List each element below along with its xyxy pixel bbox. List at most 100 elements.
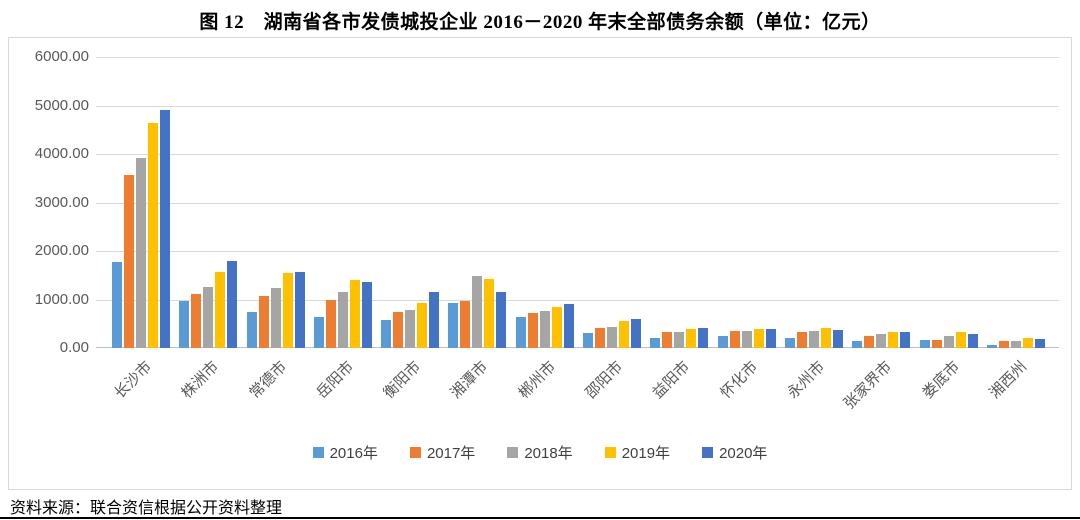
bar-株洲市-2019年: [215, 272, 226, 348]
legend-label: 2018年: [524, 445, 573, 462]
x-tick-label: 岳阳市: [313, 358, 358, 402]
bar-常德市-2017年: [258, 296, 269, 348]
legend-label: 2019年: [621, 445, 671, 462]
bar-湘潭市-2017年: [460, 300, 471, 348]
bar-衡阳市-2017年: [393, 311, 404, 348]
x-tick-label: 邵阳市: [582, 358, 627, 402]
bar-group-郴州市: 郴州市: [515, 57, 574, 402]
gridline-6000.00: [96, 57, 1059, 58]
y-tick-label: 5000.00: [34, 97, 89, 114]
y-tick-label: 3000.00: [34, 194, 89, 211]
bar-group-常德市: 常德市: [246, 57, 305, 402]
bar-岳阳市-2018年: [337, 291, 348, 348]
legend-item-2019年: 2019年: [604, 442, 671, 463]
gridline-3000.00: [96, 203, 1059, 204]
bar-益阳市-2019年: [686, 328, 697, 348]
bar-怀化市-2018年: [741, 331, 752, 348]
bar-group-岳阳市: 岳阳市: [313, 57, 372, 402]
legend-item-2017年: 2017年: [409, 442, 476, 463]
y-tick-label: 2000.00: [34, 242, 89, 259]
bar-湘西州-2018年: [1010, 341, 1021, 348]
x-tick-label: 长沙市: [111, 358, 156, 402]
bar-groups: 长沙市 株洲市 常德市 岳阳市 衡阳市 湘潭市 郴州市 邵阳市 益阳市 怀化市 永州市 张家界市 娄底市…: [96, 57, 1059, 413]
bar-永州市-2018年: [808, 331, 819, 348]
bar-衡阳市-2020年: [429, 291, 440, 348]
bar-邵阳市-2016年: [583, 333, 594, 348]
bar-永州市-2016年: [784, 337, 795, 348]
legend-label: 2017年: [426, 445, 476, 462]
bar-益阳市-2020年: [698, 327, 709, 348]
bar-株洲市-2017年: [191, 294, 202, 348]
bar-长沙市-2017年: [124, 175, 134, 348]
bar-怀化市-2017年: [729, 330, 740, 348]
legend-item-2020年: 2020年: [702, 442, 767, 463]
legend-swatch-icon: [409, 447, 421, 458]
bar-湘西州-2020年: [1034, 339, 1045, 348]
bar-group-湘潭市: 湘潭市: [448, 57, 507, 402]
gridline-5000.00: [96, 106, 1059, 107]
legend-swatch-icon: [604, 447, 616, 458]
bottom-divider: [0, 517, 1080, 519]
bar-岳阳市-2016年: [313, 316, 324, 348]
bar-岳阳市-2019年: [349, 280, 360, 348]
legend: 2016年 2017年 2018年 2019年 2020年: [9, 442, 1071, 463]
bar-湘潭市-2016年: [448, 302, 459, 348]
x-tick-label: 湘西州: [986, 358, 1031, 402]
x-tick-label: 益阳市: [649, 358, 694, 402]
bar-张家界市-2017年: [864, 336, 875, 348]
bar-怀化市-2016年: [717, 336, 728, 348]
bar-张家界市-2020年: [900, 332, 911, 348]
bar-常德市-2016年: [246, 311, 257, 348]
bar-group-衡阳市: 衡阳市: [380, 57, 440, 402]
bar-衡阳市-2016年: [381, 319, 392, 348]
bar-长沙市-2016年: [112, 262, 122, 348]
legend-swatch-icon: [312, 447, 324, 458]
bar-邵阳市-2020年: [631, 318, 642, 348]
bar-郴州市-2016年: [515, 316, 526, 348]
bar-永州市-2020年: [832, 329, 843, 348]
bar-张家界市-2016年: [852, 341, 863, 348]
legend-swatch-icon: [702, 447, 714, 458]
bar-group-怀化市: 怀化市: [717, 57, 776, 402]
legend-item-2016年: 2016年: [312, 442, 378, 463]
bar-怀化市-2019年: [753, 328, 764, 348]
bar-湘潭市-2018年: [472, 275, 483, 348]
bar-常德市-2018年: [270, 287, 281, 348]
bar-娄底市-2018年: [943, 336, 954, 348]
y-tick-label: 0.00: [59, 339, 89, 356]
bar-group-娄底市: 娄底市: [919, 57, 978, 402]
gridline-0.00: [96, 347, 1059, 348]
bar-岳阳市-2017年: [325, 300, 336, 348]
bar-group-益阳市: 益阳市: [650, 57, 709, 402]
x-tick-label: 株洲市: [178, 358, 223, 402]
plot-area: 长沙市 株洲市 常德市 岳阳市 衡阳市 湘潭市 郴州市 邵阳市 益阳市 怀化市 永州市 张家界市 娄底市…: [96, 57, 1059, 413]
bar-郴州市-2019年: [551, 306, 562, 348]
bar-长沙市-2018年: [136, 157, 146, 348]
bar-株洲市-2018年: [203, 287, 214, 348]
bar-group-永州市: 永州市: [784, 57, 843, 402]
x-tick-label: 衡阳市: [380, 358, 425, 402]
bar-永州市-2019年: [820, 327, 831, 348]
gridline-1000.00: [96, 300, 1059, 301]
bar-group-湘西州: 湘西州: [986, 57, 1045, 402]
bar-邵阳市-2017年: [595, 328, 606, 348]
bar-娄底市-2016年: [919, 340, 930, 348]
x-tick-label: 湘潭市: [447, 358, 492, 402]
chart-container: 长沙市 株洲市 常德市 岳阳市 衡阳市 湘潭市 郴州市 邵阳市 益阳市 怀化市 永州市 张家界市 娄底市…: [8, 37, 1072, 490]
bar-怀化市-2020年: [765, 329, 776, 348]
bar-邵阳市-2018年: [607, 326, 618, 348]
bar-常德市-2019年: [282, 272, 293, 348]
x-tick-label: 永州市: [784, 358, 829, 402]
bar-岳阳市-2020年: [361, 282, 372, 348]
bar-娄底市-2017年: [931, 339, 942, 348]
bar-株洲市-2016年: [179, 301, 190, 348]
x-tick-label: 娄底市: [918, 358, 963, 402]
bar-娄底市-2019年: [955, 331, 966, 348]
y-tick-label: 1000.00: [34, 291, 89, 308]
bar-郴州市-2020年: [563, 304, 574, 348]
bar-group-张家界市: 张家界市: [841, 57, 911, 413]
bar-邵阳市-2019年: [619, 320, 630, 348]
bar-常德市-2020年: [294, 272, 305, 348]
x-tick-label: 常德市: [245, 358, 290, 402]
